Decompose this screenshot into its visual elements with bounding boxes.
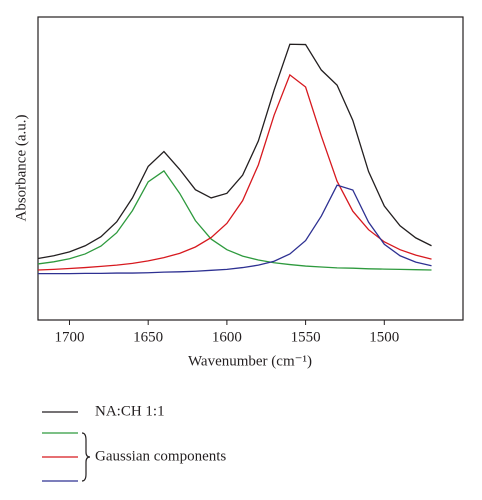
legend-group-label: Gaussian components bbox=[95, 448, 226, 464]
series-line bbox=[37, 73, 432, 271]
x-tick-label: 1650 bbox=[133, 329, 163, 345]
series-line bbox=[37, 170, 432, 271]
legend-label: NA:CH 1:1 bbox=[95, 403, 165, 419]
legend-brace bbox=[81, 432, 91, 482]
series-line bbox=[37, 43, 432, 260]
x-axis-label: Wavenumber (cm⁻¹) bbox=[188, 353, 312, 369]
y-axis-label: Absorbance (a.u.) bbox=[13, 114, 29, 221]
x-tick-label: 1600 bbox=[212, 329, 242, 345]
x-tick-label: 1500 bbox=[369, 329, 399, 345]
series-line bbox=[38, 184, 432, 275]
plot-frame bbox=[37, 16, 464, 321]
x-tick-label: 1700 bbox=[54, 329, 84, 345]
x-tick-label: 1550 bbox=[291, 329, 321, 345]
